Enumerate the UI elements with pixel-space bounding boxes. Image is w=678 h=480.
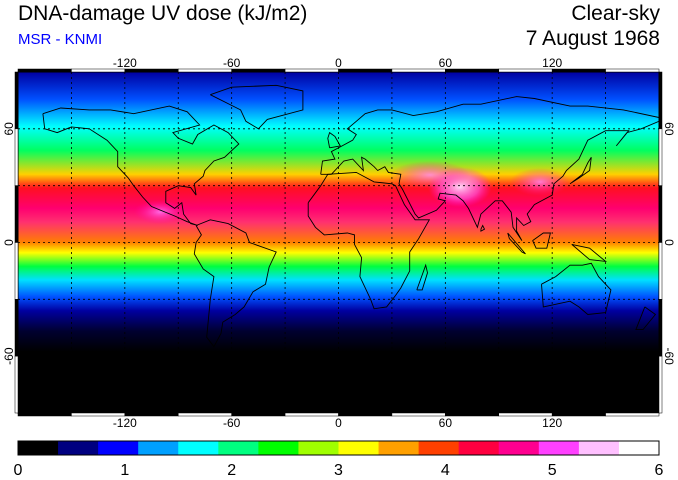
- frame-border-ticks: [14, 68, 663, 417]
- frame-segment: [391, 412, 446, 417]
- frame-segment: [605, 68, 660, 73]
- colorbar-cell: [178, 441, 219, 455]
- colorbar-cell: [58, 441, 99, 455]
- colorbar-cell: [498, 441, 540, 455]
- colorbar-cell: [578, 441, 620, 455]
- colorbar-cell: [98, 441, 139, 455]
- frame-segment: [14, 242, 19, 300]
- lat-tick-label-left: -60: [2, 347, 16, 365]
- graticule: [18, 72, 659, 413]
- colorbar-tick-label: 6: [655, 462, 664, 479]
- lat-tick-label-right: 60: [662, 122, 676, 136]
- uv-hotspots: [134, 161, 570, 224]
- colorbar-cell: [298, 441, 340, 455]
- frame-segment: [14, 185, 19, 243]
- coast-new-guinea: [571, 243, 608, 263]
- frame-segment: [17, 68, 72, 73]
- coast-arabian-islands: [480, 224, 486, 232]
- frame-segment: [658, 299, 663, 357]
- frame-segment: [605, 412, 660, 417]
- colorbar-cell: [258, 441, 300, 455]
- lon-tick-label-bottom: 60: [439, 416, 453, 430]
- colorbar-cell: [338, 441, 380, 455]
- colorbar-cell: [618, 441, 660, 455]
- lon-tick-label-bottom: 120: [542, 416, 562, 430]
- lon-tick-label-top: -120: [113, 56, 137, 70]
- lat-tick-label-right: 0: [662, 239, 676, 246]
- colorbar-tick-label: 5: [548, 462, 557, 479]
- coast-europe-asia: [320, 96, 659, 241]
- lon-tick-label-top: 60: [439, 56, 453, 70]
- sky-condition: Clear-sky: [571, 2, 660, 25]
- frame-segment: [338, 412, 393, 417]
- colorbar-tick-label: 4: [441, 462, 450, 479]
- frame-segment: [284, 68, 339, 73]
- colorbar-cell: [218, 441, 259, 455]
- lon-tick-label-top: 0: [335, 56, 342, 70]
- coast-madagascar: [416, 263, 428, 291]
- colorbar-cell: [378, 441, 420, 455]
- frame-segment: [14, 71, 19, 130]
- colorbar-tick-label: 0: [14, 462, 23, 479]
- colorbar-cells: [18, 441, 660, 455]
- colorbar-cell: [538, 441, 580, 455]
- lon-tick-label-bottom: -120: [113, 416, 137, 430]
- frame-segment: [445, 68, 500, 73]
- lat-tick-label-right: -60: [662, 347, 676, 365]
- frame-segment: [658, 355, 663, 414]
- frame-segment: [658, 185, 663, 243]
- coast-greenland: [210, 84, 304, 130]
- colorbar-cell: [18, 441, 59, 455]
- lon-tick-label-top: -60: [223, 56, 241, 70]
- frame-segment: [14, 128, 19, 186]
- map-date: 7 August 1968: [525, 27, 660, 50]
- lat-tick-label-left: 0: [2, 239, 16, 246]
- axis-tick-labels: -120 -120 -60 -60 0 0 60 60 120 120 60 0 -60 60 0 -60: [2, 56, 676, 430]
- colorbar-tick-label: 1: [120, 462, 129, 479]
- frame-segment: [658, 128, 663, 186]
- coast-africa: [307, 171, 431, 310]
- lon-tick-label-bottom: 0: [335, 416, 342, 430]
- frame-segment: [17, 412, 72, 417]
- frame-segment: [658, 71, 663, 130]
- colorbar-cell: [138, 441, 179, 455]
- coast-sumatra: [507, 232, 526, 255]
- coast-north-america: [42, 105, 240, 226]
- coast-japan: [569, 157, 592, 185]
- map-title: DNA-damage UV dose (kJ/m2): [18, 2, 308, 25]
- frame-segment: [658, 242, 663, 300]
- colorbar-tick-label: 2: [227, 462, 236, 479]
- map-source: MSR - KNMI: [18, 31, 103, 48]
- coast-australia: [541, 262, 612, 315]
- colorbar-tick-labels: 0 1 2 3 4 5 6: [14, 462, 664, 479]
- colorbar-cell: [458, 441, 500, 455]
- lon-tick-label-top: 120: [542, 56, 562, 70]
- colorbar: 0 1 2 3 4 5 6: [14, 440, 664, 479]
- frame-segment: [284, 412, 339, 417]
- colorbar-border: [17, 440, 660, 456]
- coast-britain: [327, 131, 342, 149]
- map-frame: -120 -120 -60 -60 0 0 60 60 120 120 60 0 -60 60 0 -60: [2, 56, 676, 430]
- lat-tick-label-left: 60: [2, 122, 16, 136]
- coast-new-zealand: [635, 306, 657, 331]
- coast-south-america: [193, 219, 277, 348]
- lon-tick-label-bottom: -60: [223, 416, 241, 430]
- frame-segment: [391, 68, 446, 73]
- frame-segment: [338, 68, 393, 73]
- colorbar-tick-label: 3: [334, 462, 343, 479]
- frame-segment: [445, 412, 500, 417]
- colorbar-cell: [418, 441, 460, 455]
- coast-borneo: [532, 232, 551, 249]
- frame-segment: [14, 355, 19, 414]
